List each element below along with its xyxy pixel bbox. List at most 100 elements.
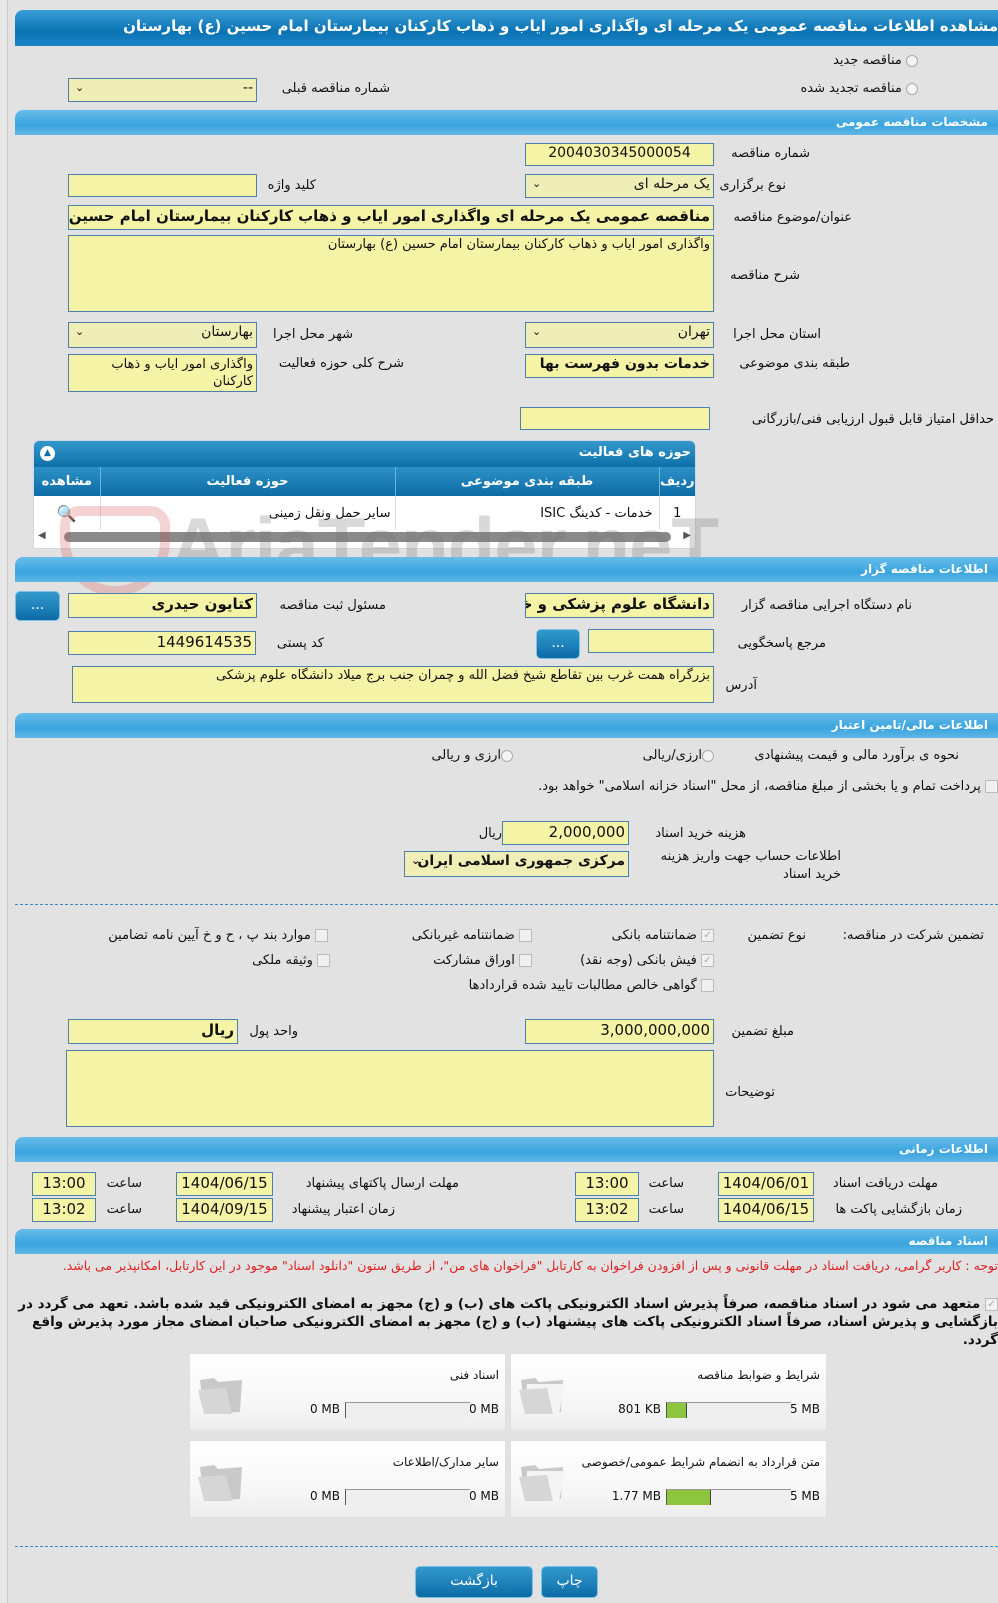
scrollbar-thumb[interactable] — [64, 532, 671, 542]
time-label: ساعت — [106, 1202, 142, 1217]
col-view: مشاهده — [41, 474, 92, 489]
radio-opt1[interactable] — [702, 749, 714, 762]
checkbox[interactable] — [519, 929, 532, 942]
scroll-left-icon[interactable]: ◀ — [38, 530, 46, 541]
province-select[interactable]: تهران ⌄ — [525, 322, 714, 348]
radio-rial-currency[interactable]: ارزی/ریالی — [643, 748, 714, 763]
section-finance: اطلاعات مالی/تامین اعتبار — [15, 713, 998, 738]
radio-opt2[interactable] — [501, 749, 513, 762]
activity-desc-field[interactable]: واگذاری امور ایاب و ذهاب کارکنان — [68, 354, 257, 392]
treasury-text: پرداخت تمام و یا بخشی از مبلغ مناقصه، از… — [538, 779, 981, 794]
treasury-checkbox[interactable] — [985, 780, 998, 793]
checkbox[interactable] — [519, 954, 532, 967]
time-label: ساعت — [106, 1176, 142, 1191]
amount-field[interactable]: 3,000,000,000 — [525, 1019, 714, 1044]
print-button[interactable]: چاپ — [541, 1566, 598, 1598]
subject-field[interactable]: مناقصه عمومی یک مرحله ای واگذاری امور ای… — [68, 205, 714, 230]
new-tender-label: مناقصه جدید — [833, 53, 902, 68]
guarantee-option-bank[interactable]: ✓ ضمانتنامه بانکی — [612, 928, 714, 943]
file-card[interactable]: شرایط و ضوابط مناقصه 5 MB 801 KB — [510, 1353, 827, 1431]
radio-currency-and-rial[interactable]: ارزی و ریالی — [431, 748, 513, 763]
category-field[interactable]: خدمات بدون فهرست بها — [525, 354, 714, 378]
radio-new-tender[interactable]: مناقصه جدید — [833, 53, 918, 68]
section-timing-title: اطلاعات زمانی — [899, 1142, 988, 1156]
page-title: مشاهده اطلاعات مناقصه عمومی یک مرحله ای … — [15, 10, 998, 46]
option-label: ضمانتنامه غیربانکی — [411, 928, 515, 943]
checkbox[interactable] — [317, 954, 330, 967]
tender-number-field[interactable]: 2004030345000054 — [525, 143, 714, 166]
validity-time[interactable]: 13:02 — [32, 1198, 96, 1222]
back-button[interactable]: بازگشت — [415, 1566, 533, 1598]
unit-field[interactable]: ریال — [68, 1019, 238, 1044]
org-field[interactable]: دانشگاه علوم پزشکی و خدمات بهداشتی درمان… — [525, 593, 714, 618]
checkbox[interactable] — [315, 929, 328, 942]
folder-icon — [519, 1465, 565, 1501]
reference-more-button[interactable]: ... — [536, 629, 580, 659]
activity-desc-label: شرح کلی حوزه فعالیت — [278, 356, 404, 371]
chevron-down-icon: ⌄ — [411, 854, 421, 867]
opt2-label: ارزی و ریالی — [431, 748, 501, 763]
min-score-field[interactable] — [520, 407, 710, 430]
file-card[interactable]: اسناد فنی 50 MB 0 MB — [189, 1353, 506, 1431]
guarantee-option-regulation[interactable]: موارد بند پ ، ح و خ آیین نامه تضامین — [108, 928, 328, 943]
doc-deadline-field[interactable]: 1404/06/01 — [718, 1172, 814, 1196]
collapse-icon[interactable]: ▲ — [40, 446, 55, 461]
file-card[interactable]: متن قرارداد به انضمام شرایط عمومی/خصوصی … — [510, 1440, 827, 1518]
guarantee-option-nonbank[interactable]: ضمانتنامه غیربانکی — [412, 928, 532, 943]
account-select[interactable]: مرکزی جمهوری اسلامی ایران ⌄ — [404, 851, 629, 877]
registrar-more-button[interactable]: ... — [15, 591, 60, 621]
notes-label: توضیحات — [725, 1085, 775, 1100]
opening-field[interactable]: 1404/06/15 — [718, 1198, 814, 1222]
checkbox-checked[interactable]: ✓ — [701, 929, 714, 942]
doc-deadline-time[interactable]: 13:00 — [575, 1172, 639, 1196]
previous-number-label: شماره مناقصه قبلی — [281, 81, 390, 96]
scroll-right-icon[interactable]: ▶ — [683, 530, 691, 541]
checkbox[interactable] — [701, 979, 714, 992]
option-label: گواهی خالص مطالبات تایید شده قراردادها — [468, 978, 697, 993]
address-field[interactable]: بزرگراه همت غرب بین تقاطع شیخ فضل الله و… — [72, 666, 714, 703]
view-icon[interactable]: 🔍 — [56, 503, 77, 523]
holding-type-select[interactable]: یک مرحله ای ⌄ — [525, 174, 714, 198]
account-value: مرکزی جمهوری اسلامی ایران — [417, 853, 625, 869]
notes-textarea[interactable] — [66, 1050, 714, 1127]
section-general: مشخصات مناقصه عمومی — [15, 110, 998, 135]
postal-field[interactable]: 1449614535 — [68, 631, 256, 655]
registrar-field[interactable]: کتایون حیدری — [68, 593, 257, 618]
category-label: طبقه بندی موضوعی — [739, 356, 850, 371]
reference-field[interactable] — [588, 629, 714, 653]
radio-renewed-tender[interactable]: مناقصه تجدید شده — [800, 81, 918, 96]
commitment-checkbox[interactable]: ✓ — [985, 1297, 998, 1311]
file-card[interactable]: سایر مدارک/اطلاعات 50 MB 0 MB — [189, 1440, 506, 1518]
address-label: آدرس — [725, 678, 757, 693]
opening-time[interactable]: 13:02 — [575, 1198, 639, 1222]
row-index: 1 — [658, 496, 695, 530]
guarantee-label: تضمین شرکت در مناقصه: — [842, 928, 984, 943]
time-label: ساعت — [648, 1202, 684, 1217]
city-select[interactable]: بهارستان ⌄ — [68, 322, 257, 348]
org-label: نام دستگاه اجرایی مناقصه گزار — [741, 598, 912, 613]
guarantee-option-receivables[interactable]: گواهی خالص مطالبات تایید شده قراردادها — [469, 978, 714, 993]
description-textarea[interactable]: واگذاری امور ایاب و ذهاب کارکنان بیمارست… — [68, 235, 714, 312]
option-label: موارد بند پ ، ح و خ آیین نامه تضامین — [108, 928, 311, 943]
holding-type-value: یک مرحله ای — [633, 176, 710, 192]
submit-deadline-time[interactable]: 13:00 — [32, 1172, 96, 1196]
col-index: ردیف — [658, 467, 695, 496]
horizontal-scrollbar[interactable]: ◀ ▶ — [38, 530, 691, 544]
guarantee-option-cash[interactable]: ✓ فیش بانکی (وجه نقد) — [580, 953, 714, 968]
activities-table-title: حوزه های فعالیت ▲ — [34, 441, 695, 467]
registrar-label: مسئول ثبت مناقصه — [279, 598, 386, 613]
guarantee-option-bonds[interactable]: اوراق مشارکت — [433, 953, 532, 968]
guarantee-option-property[interactable]: وثیقه ملکی — [252, 953, 330, 968]
file-current-size: 0 MB — [309, 1402, 340, 1416]
checkbox-checked[interactable]: ✓ — [701, 954, 714, 967]
page-title-text: مشاهده اطلاعات مناقصه عمومی یک مرحله ای … — [123, 17, 998, 35]
previous-number-select[interactable]: -- ⌄ — [68, 78, 257, 102]
keyword-field[interactable] — [68, 174, 257, 197]
activities-title-text: حوزه های فعالیت — [578, 445, 691, 460]
chevron-down-icon: ⌄ — [532, 177, 542, 190]
radio-new[interactable] — [906, 54, 918, 67]
submit-deadline-field[interactable]: 1404/06/15 — [176, 1172, 273, 1196]
radio-renewed[interactable] — [906, 82, 918, 95]
doc-cost-field[interactable]: 2,000,000 — [502, 821, 629, 845]
validity-field[interactable]: 1404/09/15 — [176, 1198, 273, 1222]
